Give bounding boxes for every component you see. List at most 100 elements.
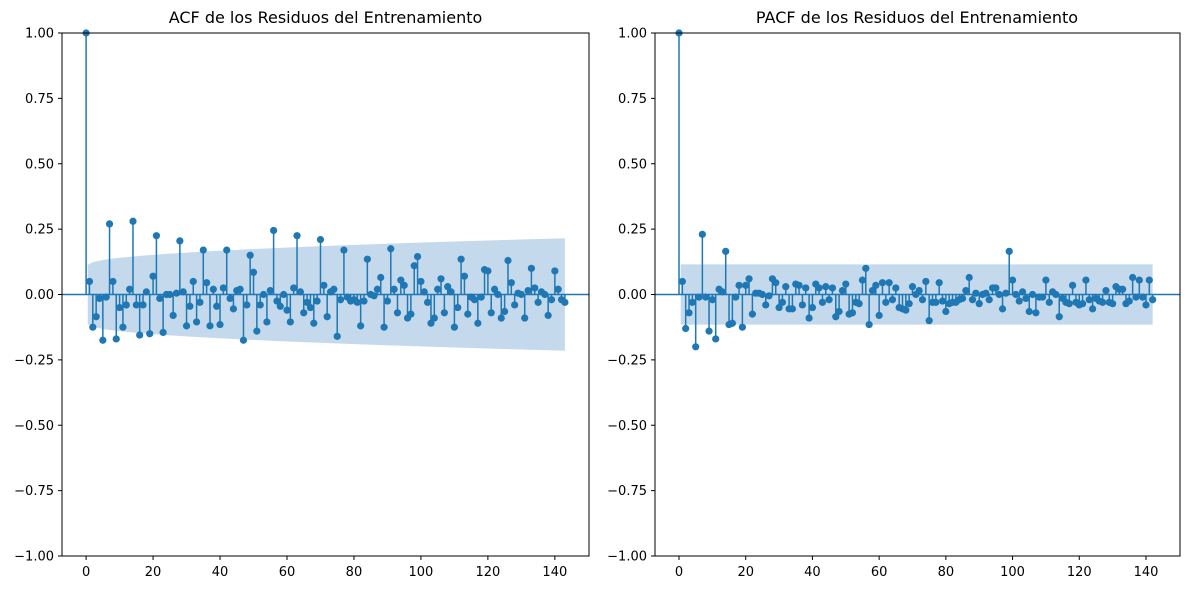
- acf-title: ACF de los Residuos del Entrenamiento: [169, 8, 483, 27]
- acf-marker: [149, 272, 157, 280]
- pacf-y-tick-label: 0.00: [618, 288, 647, 303]
- pacf-marker: [1135, 276, 1143, 284]
- acf-marker: [132, 301, 140, 309]
- acf-y-tick-label: −1.00: [14, 550, 54, 565]
- acf-marker: [290, 284, 298, 292]
- pacf-marker: [1038, 293, 1047, 301]
- acf-marker: [424, 298, 432, 306]
- pacf-marker: [798, 301, 807, 309]
- acf-marker: [102, 293, 110, 301]
- acf-marker: [152, 232, 161, 240]
- acf-marker: [199, 246, 207, 254]
- acf-plot: ACF de los Residuos del Entrenamiento 0 2…: [14, 8, 590, 580]
- acf-marker: [310, 319, 318, 327]
- pacf-marker: [918, 296, 927, 304]
- acf-marker: [464, 310, 472, 318]
- pacf-marker: [938, 297, 947, 305]
- pacf-marker: [968, 296, 977, 304]
- pacf-marker: [972, 289, 980, 297]
- pacf-plot: PACF de los Residuos del Entrenamiento 0…: [607, 8, 1181, 580]
- acf-y-tick-label: −0.25: [14, 353, 54, 368]
- pacf-marker: [888, 296, 897, 304]
- acf-marker: [300, 309, 308, 317]
- acf-marker: [122, 301, 130, 309]
- acf-marker: [474, 319, 482, 327]
- acf-marker: [270, 226, 278, 235]
- acf-marker: [413, 252, 422, 261]
- pacf-marker: [1109, 300, 1117, 308]
- pacf-marker: [748, 310, 756, 318]
- pacf-marker: [1018, 288, 1027, 296]
- acf-marker: [156, 294, 164, 303]
- acf-marker: [142, 288, 150, 296]
- pacf-y-tick-label: 0.75: [618, 92, 647, 107]
- acf-marker: [444, 283, 452, 291]
- pacf-marker: [738, 323, 746, 331]
- acf-marker: [216, 320, 224, 329]
- pacf-marker: [722, 247, 730, 255]
- pacf-x-tick-label: 40: [804, 565, 821, 580]
- pacf-y-tick-label: −0.25: [607, 353, 647, 368]
- acf-marker: [447, 288, 455, 296]
- acf-marker: [504, 256, 512, 265]
- acf-marker: [176, 237, 184, 245]
- acf-marker: [336, 296, 345, 304]
- pacf-marker: [1082, 276, 1090, 284]
- pacf-marker: [925, 317, 933, 325]
- pacf-marker: [855, 300, 863, 308]
- acf-marker: [192, 318, 201, 326]
- pacf-marker: [712, 335, 720, 343]
- pacf-y-tick-label: 0.25: [618, 223, 647, 238]
- pacf-marker: [795, 281, 803, 289]
- acf-marker: [263, 318, 271, 326]
- acf-marker: [437, 275, 445, 283]
- acf-marker: [454, 303, 462, 312]
- acf-marker: [407, 310, 415, 318]
- pacf-marker: [688, 298, 696, 306]
- pacf-marker: [788, 305, 797, 313]
- pacf-marker: [765, 292, 773, 300]
- pacf-marker: [1125, 297, 1133, 305]
- pacf-marker: [838, 286, 847, 295]
- acf-marker: [490, 285, 499, 293]
- acf-x-tick-label: 100: [409, 565, 434, 580]
- pacf-marker: [742, 281, 750, 289]
- pacf-y-tick-label: 0.50: [618, 157, 647, 172]
- pacf-y-tick-label: −0.50: [607, 419, 647, 434]
- acf-marker: [85, 277, 94, 286]
- acf-marker: [363, 255, 371, 263]
- acf-marker: [196, 298, 204, 306]
- pacf-marker: [875, 311, 883, 320]
- acf-marker: [534, 298, 542, 306]
- acf-marker: [226, 294, 234, 303]
- pacf-marker: [778, 298, 787, 306]
- acf-marker: [360, 297, 368, 305]
- pacf-marker: [1055, 313, 1063, 321]
- acf-marker: [370, 292, 378, 300]
- acf-marker: [477, 293, 485, 301]
- pacf-marker: [842, 280, 850, 288]
- acf-marker: [249, 268, 258, 276]
- pacf-marker: [815, 284, 823, 292]
- pacf-marker: [1005, 247, 1013, 255]
- acf-marker: [99, 336, 107, 344]
- acf-marker: [129, 217, 137, 225]
- acf-marker: [373, 285, 381, 293]
- acf-marker: [470, 296, 479, 304]
- acf-marker: [531, 284, 539, 292]
- acf-y-tick-label: −0.50: [14, 419, 54, 434]
- pacf-marker: [698, 230, 706, 238]
- acf-marker: [146, 330, 154, 338]
- acf-marker: [551, 267, 559, 275]
- acf-marker: [112, 335, 120, 343]
- pacf-title: PACF de los Residuos del Entrenamiento: [756, 8, 1078, 27]
- acf-y-tick-label: 1.00: [25, 27, 54, 42]
- pacf-marker: [882, 298, 890, 306]
- acf-marker: [239, 336, 248, 344]
- pacf-x-tick-label: 120: [1067, 565, 1092, 580]
- pacf-marker: [732, 293, 740, 301]
- acf-marker: [554, 285, 562, 293]
- pacf-marker: [1085, 296, 1093, 304]
- pacf-marker: [865, 320, 873, 329]
